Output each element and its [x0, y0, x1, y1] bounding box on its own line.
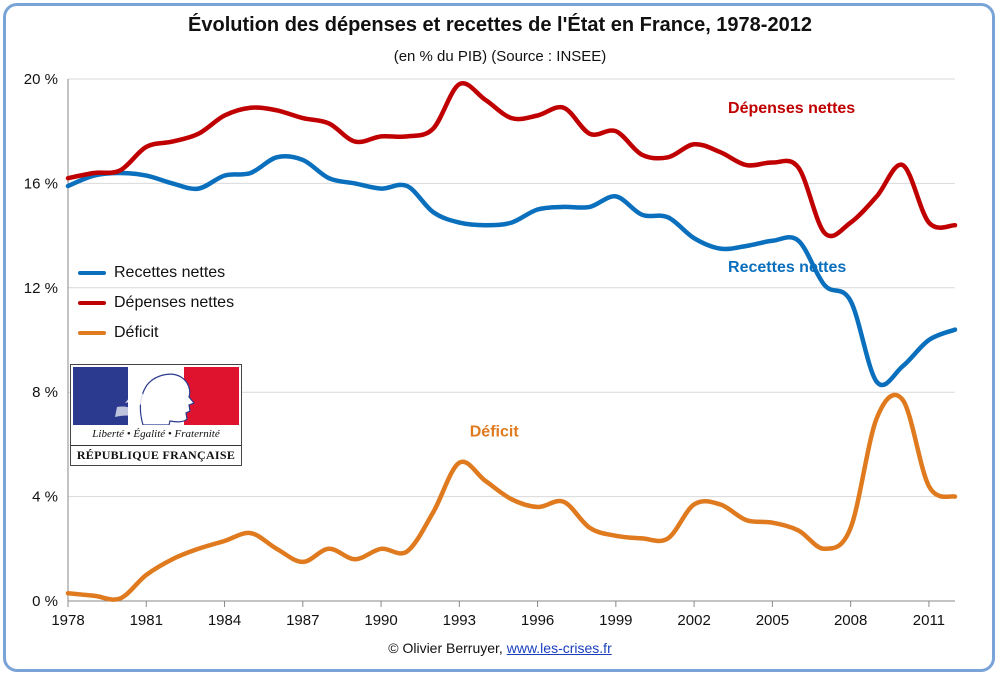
x-tick-label: 2011	[913, 612, 945, 629]
chart-subtitle: (en % du PIB) (Source : INSEE)	[393, 48, 607, 65]
legend: Recettes nettes Dépenses nettes Déficit	[78, 258, 234, 348]
legend-swatch-depenses	[78, 301, 106, 305]
tricolor-flag-icon	[73, 367, 239, 425]
x-tick-label: 1999	[599, 612, 632, 629]
annotation-recettes: Recettes nettes	[728, 259, 846, 276]
legend-label-recettes: Recettes nettes	[114, 264, 226, 281]
legend-swatch-recettes	[78, 271, 106, 275]
legend-item-deficit: Déficit	[78, 318, 234, 348]
axes: 0 % 4 % 8 % 12 % 16 % 20 % 1978 1981 1984 1987 199…	[24, 71, 955, 629]
logo-motto: Liberté • Égalité • Fraternité	[92, 428, 220, 440]
legend-swatch-deficit	[78, 331, 106, 335]
series-line-depenses	[65, 81, 958, 239]
legend-label-deficit: Déficit	[114, 324, 159, 341]
marianne-profile-icon	[115, 373, 195, 425]
y-tick-label: 16 %	[24, 175, 58, 192]
chart-title: Évolution des dépenses et recettes de l'…	[188, 14, 812, 36]
x-tick-label: 1981	[130, 612, 163, 629]
legend-item-recettes: Recettes nettes	[78, 258, 234, 288]
y-tick-label: 0 %	[32, 593, 58, 610]
annotations: Dépenses nettes Recettes nettes Déficit	[470, 100, 856, 441]
x-tick-label: 1978	[51, 612, 84, 629]
logo-republic-name: RÉPUBLIQUE FRANÇAISE	[71, 445, 241, 464]
x-tick-label: 1993	[443, 612, 476, 629]
legend-item-depenses: Dépenses nettes	[78, 288, 234, 318]
y-tick-label: 12 %	[24, 280, 58, 297]
y-tick-label: 20 %	[24, 71, 58, 88]
credit-link[interactable]: www.les-crises.fr	[506, 640, 612, 656]
series-lines	[65, 81, 958, 602]
x-tick-label: 1996	[521, 612, 554, 629]
x-tick-label: 1984	[208, 612, 241, 629]
legend-label-depenses: Dépenses nettes	[114, 294, 235, 311]
x-tick-label: 1990	[364, 612, 397, 629]
footer-credit: © Olivier Berruyer, www.les-crises.fr	[0, 640, 1000, 656]
annotation-depenses: Dépenses nettes	[728, 100, 855, 117]
x-tick-label: 1987	[286, 612, 319, 629]
y-tick-label: 4 %	[32, 489, 58, 506]
republique-francaise-logo: Liberté • Égalité • Fraternité RÉPUBLIQU…	[70, 364, 242, 466]
credit-author: © Olivier Berruyer,	[388, 640, 503, 656]
x-tick-label: 2002	[677, 612, 710, 629]
x-tick-label: 2005	[756, 612, 789, 629]
series-line-recettes	[65, 153, 958, 388]
y-tick-label: 8 %	[32, 384, 58, 401]
series-line-deficit	[65, 392, 958, 602]
annotation-deficit: Déficit	[470, 424, 520, 441]
x-tick-label: 2008	[834, 612, 867, 629]
